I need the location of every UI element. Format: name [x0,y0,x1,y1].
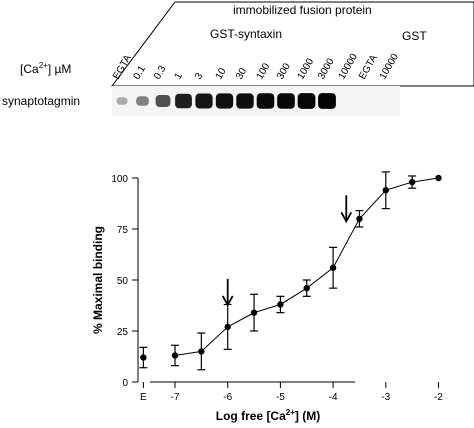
blot-band [297,93,316,109]
x-tick-label: -7 [171,392,180,403]
y-axis-label: % Maximal binding [91,226,105,334]
blot-band [256,93,275,109]
y-ticks: 0 25 50 75 100 [111,174,138,389]
data-point [329,264,337,271]
blot-band [215,93,234,109]
x-ticks: E -7 -6 -5 -4 -3 -2 [140,382,443,403]
data-point [224,323,231,331]
blot-strip [112,86,400,116]
group-label: immobilized fusion protein [233,3,372,17]
y-tick-label: 50 [117,276,129,287]
data-point [198,348,205,355]
data-point [277,301,284,308]
blot-band [277,93,295,109]
y-tick-label: 0 [122,378,128,389]
x-axis-label: Log free [Ca2+] (M) [216,408,320,423]
series-line [174,177,439,356]
data-point [250,309,258,316]
western-blot-panel: immobilized fusion protein GST-syntaxin … [2,1,474,116]
x-tick-label: -6 [223,392,232,403]
x-tick-label: -5 [276,392,285,403]
blot-band [195,93,213,109]
lane-label: 10 [214,66,229,82]
x-tick-label: -4 [329,392,338,403]
arrow-head [340,211,353,224]
blot-band [318,93,336,109]
y-tick-label: 75 [117,225,129,236]
y-tick-label: 100 [111,174,128,185]
plot-marks [139,171,442,371]
x-tick-label: E [140,392,147,403]
sub-label-syntaxin: GST-syntaxin [210,27,282,41]
blot-band [155,95,171,107]
x-tick-label: -2 [434,392,443,403]
blot-band [236,93,254,109]
lane-label: 1 [173,71,186,82]
data-point [356,215,363,222]
data-point [303,284,310,292]
concentration-label: [Ca2+] µM [20,61,71,76]
blot-bands [116,93,336,109]
data-point [382,187,389,194]
binding-chart: 0 25 50 75 100 E -7 -6 -5 -4 -3 -2 % Maximal bindi… [91,171,443,423]
egta-point [140,354,147,361]
blot-band [136,96,149,106]
arrow-head [221,295,234,307]
blot-row-label: synaptotagmin [2,94,80,108]
y-tick-label: 25 [117,327,129,338]
lane-label: 30 [234,66,249,82]
blot-band [116,97,128,105]
data-point [408,178,416,186]
sub-label-gst: GST [402,29,427,43]
data-point [435,174,442,182]
lane-label: 3 [193,71,206,82]
blot-band [175,93,192,109]
x-tick-label: -3 [381,392,390,403]
data-point [171,352,179,359]
